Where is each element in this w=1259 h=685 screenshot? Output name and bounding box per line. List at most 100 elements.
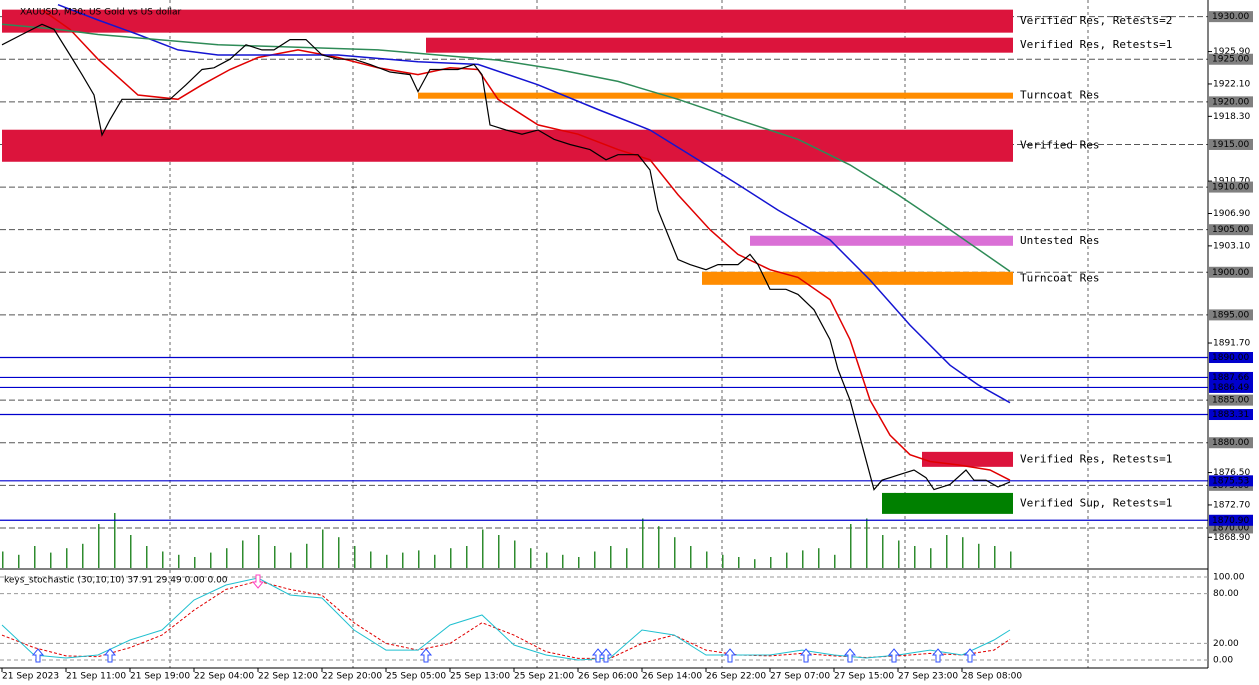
zone-label: Verified Sup, Retests=1 — [1020, 496, 1172, 509]
volume-bar — [434, 554, 436, 568]
stoch-main — [1, 577, 1011, 661]
round-level-label: 1930.00 — [1212, 12, 1249, 22]
volume-bar — [802, 550, 804, 568]
x-tick-label: 27 Sep 07:00 — [770, 672, 830, 682]
stoch-tick-label: 0.00 — [1213, 656, 1233, 666]
volume-bar — [578, 557, 580, 568]
x-tick-label: 21 Sep 2023 — [2, 672, 59, 682]
buy-arrow — [419, 648, 433, 663]
main-panel — [0, 3, 1208, 521]
volume-bar — [898, 540, 900, 568]
x-tick-label: 25 Sep 13:00 — [450, 672, 510, 682]
volume-bar — [674, 537, 676, 568]
y-tick-label: 1891.70 — [1213, 339, 1250, 349]
y-tick-label: 1922.10 — [1213, 79, 1250, 89]
y-tick-label: 1903.10 — [1213, 241, 1250, 251]
x-tick-label: 28 Sep 08:00 — [962, 672, 1022, 682]
zone-label: Turncoat Res — [1020, 89, 1099, 102]
y-tick-label: 1872.70 — [1213, 500, 1250, 510]
buy-arrow — [931, 648, 945, 663]
volume-bar — [290, 552, 292, 568]
volume-bar — [722, 554, 724, 568]
zone-label: Verified Res, Retests=1 — [1020, 452, 1172, 465]
x-tick-label: 25 Sep 21:00 — [514, 672, 574, 682]
volume-bar — [946, 535, 948, 568]
y-tick-label: 1876.50 — [1213, 468, 1250, 478]
buy-arrow — [887, 648, 901, 663]
volume-bar — [162, 551, 164, 568]
zone — [750, 235, 1013, 246]
volume-bar — [146, 546, 148, 568]
x-tick-label: 25 Sep 05:00 — [386, 672, 446, 682]
zone — [702, 271, 1013, 285]
stoch-tick-label: 100.00 — [1213, 572, 1245, 582]
y-tick-label: 1868.90 — [1213, 533, 1250, 543]
volume-bar — [866, 518, 868, 568]
stochastic-panel: 21 Sep 2023 21 Sep 11:00 21 Sep 19:00 22 Se… — [0, 572, 1245, 682]
price-line-box — [1209, 381, 1253, 393]
zone-label: Turncoat Res — [1020, 271, 1099, 284]
price-line-box — [1209, 352, 1253, 364]
price-line-label: 1887.66 — [1212, 373, 1249, 383]
volume-bar — [18, 554, 20, 568]
stoch-tick-label: 20.00 — [1213, 639, 1239, 649]
volume-bar — [594, 551, 596, 568]
buy-arrow — [103, 648, 117, 663]
round-level-box — [1209, 309, 1253, 321]
volume-bar — [50, 552, 52, 568]
sell-arrow — [251, 574, 265, 589]
zone — [2, 129, 1013, 162]
volume-bar — [402, 552, 404, 568]
volume-bar — [690, 546, 692, 568]
volume-bar — [962, 537, 964, 568]
buy-arrow — [31, 648, 45, 663]
zone — [922, 451, 1013, 467]
price-line-label: 1875.53 — [1212, 476, 1249, 486]
round-level-label: 1905.00 — [1212, 225, 1249, 235]
stoch-tick-label: 80.00 — [1213, 589, 1239, 599]
volume-bar — [130, 535, 132, 568]
round-level-box — [1209, 394, 1253, 406]
x-tick-label: 27 Sep 15:00 — [834, 672, 894, 682]
x-tick-label: 27 Sep 23:00 — [898, 672, 958, 682]
volume-bar — [610, 546, 612, 568]
buy-arrow — [599, 648, 613, 663]
round-level-label: 1880.00 — [1212, 438, 1249, 448]
volume-bar — [242, 540, 244, 568]
volume-bar — [514, 540, 516, 568]
x-tick-label: 21 Sep 11:00 — [66, 672, 126, 682]
volume-bar — [338, 537, 340, 568]
volume-bar — [562, 554, 564, 568]
volume-bar — [530, 548, 532, 568]
round-level-label: 1915.00 — [1212, 140, 1249, 150]
volume-bar — [194, 557, 196, 568]
volume-bar — [322, 529, 324, 568]
volume-bar — [178, 554, 180, 568]
volume-bar — [642, 518, 644, 568]
volume-bar — [450, 548, 452, 568]
zone-label: Verified Res, Retests=2 — [1020, 14, 1172, 27]
x-tick-label: 26 Sep 06:00 — [578, 672, 638, 682]
volume-bar — [1010, 551, 1012, 568]
zone-label: Verified Res, Retests=1 — [1020, 38, 1172, 51]
round-level-box — [1209, 224, 1253, 236]
price-line-label: 1870.90 — [1212, 516, 1249, 526]
volume-bar — [66, 548, 68, 568]
volume-bar — [930, 548, 932, 568]
volume-bar — [258, 535, 260, 568]
volume-bar — [82, 543, 84, 568]
round-level-box — [1209, 53, 1253, 65]
moving-average — [1, 23, 1011, 273]
buy-arrow — [723, 648, 737, 663]
volume-bar — [914, 546, 916, 568]
price-line-label: 1890.00 — [1212, 353, 1249, 363]
moving-average — [57, 3, 1011, 404]
volume-bar — [386, 554, 388, 568]
price-line-box — [1209, 409, 1253, 421]
volume-bar — [850, 524, 852, 568]
x-tick-label: 26 Sep 22:00 — [706, 672, 766, 682]
volume-bar — [978, 543, 980, 568]
price-line-label: 1886.49 — [1212, 383, 1249, 393]
round-level-box — [1209, 96, 1253, 108]
